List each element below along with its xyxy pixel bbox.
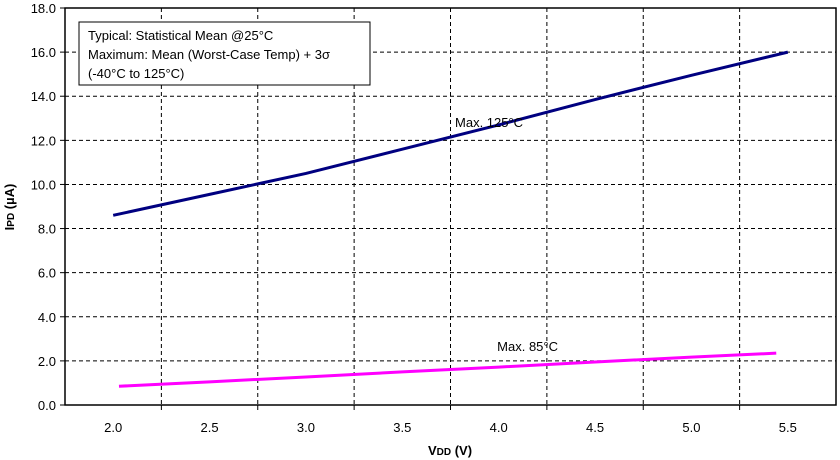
y-tick-label: 2.0: [38, 354, 56, 369]
x-tick-label: 4.5: [586, 420, 604, 435]
x-tick-label: 5.0: [682, 420, 700, 435]
y-tick-label: 18.0: [31, 1, 56, 16]
y-tick-label: 6.0: [38, 266, 56, 281]
y-axis-label: IPD (µA): [2, 184, 17, 231]
note-line-1: Typical: Statistical Mean @25°C: [88, 28, 273, 43]
series-lines: [112, 50, 789, 388]
x-axis-label-sub: DD: [437, 447, 451, 458]
y-tick-label: 0.0: [38, 398, 56, 413]
y-tick-label: 10.0: [31, 177, 56, 192]
plot-area-frame: [64, 7, 837, 406]
y-axis-label-main: I: [2, 227, 17, 231]
series-labels: Max. 125°C Max. 85°C: [455, 115, 558, 354]
note-line-3: (-40°C to 125°C): [88, 66, 184, 81]
y-tick-label: 12.0: [31, 133, 56, 148]
x-tick-label: 3.5: [393, 420, 411, 435]
y-axis-label-unit: (µA): [2, 184, 17, 213]
x-axis-label: VDD (V): [428, 443, 472, 458]
series-line-max-85c: [118, 351, 777, 388]
series-label-125c: Max. 125°C: [455, 115, 523, 130]
note-box: [78, 21, 371, 86]
series-line-max-125c: [112, 50, 789, 217]
x-tick-label: 2.5: [201, 420, 219, 435]
x-tick-label: 4.0: [490, 420, 508, 435]
x-tick-label: 3.0: [297, 420, 315, 435]
x-tick-label: 5.5: [779, 420, 797, 435]
y-tick-label: 16.0: [31, 45, 56, 60]
note-line-2: Maximum: Mean (Worst-Case Temp) + 3σ: [88, 47, 330, 62]
y-tick-label: 8.0: [38, 222, 56, 237]
y-tick-label: 14.0: [31, 89, 56, 104]
annotation-box: Typical: Statistical Mean @25°C Maximum:…: [78, 21, 371, 86]
x-tick-label: 2.0: [104, 420, 122, 435]
y-tick-label: 4.0: [38, 310, 56, 325]
x-axis-label-unit: (V): [451, 443, 472, 458]
series-label-85c: Max. 85°C: [497, 339, 558, 354]
tick-labels: 0.0 2.0 4.0 6.0 8.0 10.0 12.0 14.0 16.0 18.0 2.0 2.…: [31, 1, 797, 435]
x-axis-label-main: V: [428, 443, 437, 458]
y-axis-label-sub: PD: [6, 213, 17, 227]
